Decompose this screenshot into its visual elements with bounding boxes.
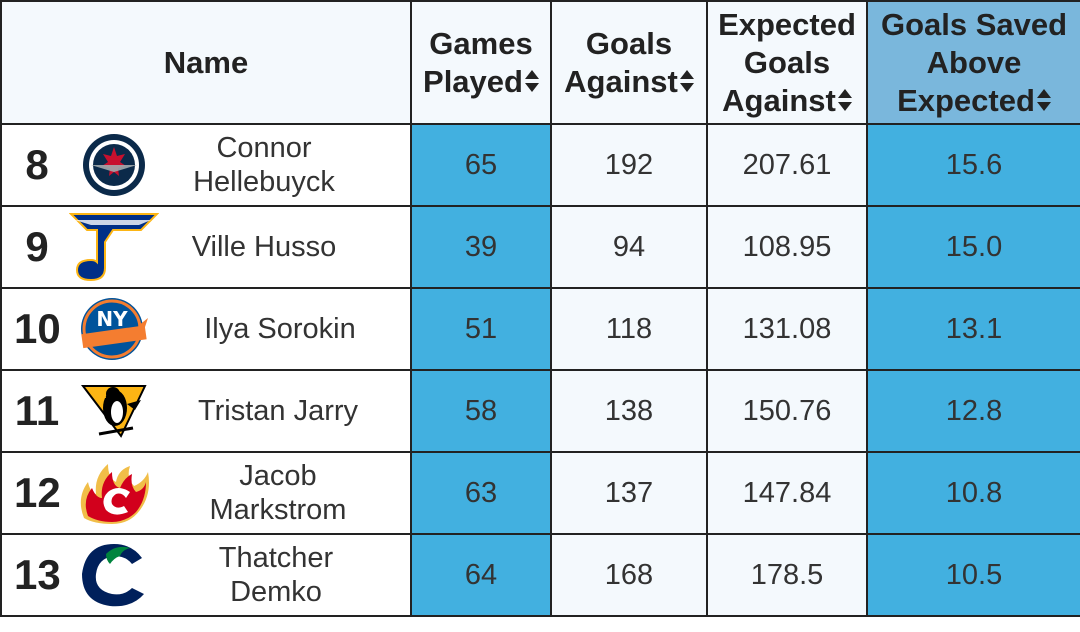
rank: 12	[14, 469, 61, 516]
goals-against-cell: 137	[550, 451, 708, 535]
sort-icon[interactable]	[1036, 88, 1051, 112]
table-row: 13 Thatcher Demko 64	[0, 533, 1080, 617]
rank: 8	[25, 141, 49, 188]
player-name: Thatcher Demko	[218, 542, 334, 608]
goals-against-header[interactable]: Goals Against	[550, 0, 708, 125]
games-played-cell: 58	[410, 369, 552, 453]
games-played-cell: 63	[410, 451, 552, 535]
gsax-header[interactable]: Goals Saved Above Expected	[866, 0, 1080, 125]
expected-goals-against-cell: 131.08	[706, 287, 868, 371]
header-row: Name Games Played Goals Against Expected…	[0, 0, 1080, 125]
new-york-islanders-logo-icon: NY	[64, 289, 164, 369]
sort-icon[interactable]	[837, 88, 852, 112]
expected-goals-against-cell: 207.61	[706, 123, 868, 207]
gsax-cell: 10.5	[866, 533, 1080, 617]
table-row: 8 Connor Hellebuyck	[0, 123, 1080, 207]
pittsburgh-penguins-logo-icon	[64, 371, 164, 451]
gsax-cell: 15.0	[866, 205, 1080, 289]
games-played-cell: 64	[410, 533, 552, 617]
name-cell: 12 Jacob Markstrom	[0, 451, 412, 535]
rank: 13	[14, 551, 61, 598]
player-name: Connor Hellebuyck	[193, 132, 335, 198]
gsax-cell: 13.1	[866, 287, 1080, 371]
st-louis-blues-logo-icon	[64, 207, 164, 287]
rank: 10	[14, 305, 61, 352]
table-row: 10 NY Ilya Sorokin 51	[0, 287, 1080, 371]
sort-icon[interactable]	[679, 69, 694, 93]
sort-icon[interactable]	[524, 69, 539, 93]
expected-goals-against-cell: 147.84	[706, 451, 868, 535]
name-cell: 11 Tristan Jarry	[0, 369, 412, 453]
calgary-flames-logo-icon	[64, 453, 164, 533]
expected-goals-against-cell: 150.76	[706, 369, 868, 453]
vancouver-canucks-logo-icon	[64, 535, 164, 615]
svg-text:NY: NY	[96, 307, 128, 331]
goals-against-cell: 118	[550, 287, 708, 371]
rank: 9	[25, 223, 49, 270]
games-played-cell: 39	[410, 205, 552, 289]
gsax-cell: 10.8	[866, 451, 1080, 535]
table-row: 12 Jacob Markstrom 63 137 1	[0, 451, 1080, 535]
expected-goals-against-header[interactable]: Expected Goals Against	[706, 0, 868, 125]
games-played-header[interactable]: Games Played	[410, 0, 552, 125]
winnipeg-jets-logo-icon	[64, 125, 164, 205]
table-row: 11 Tristan Jarry	[0, 369, 1080, 453]
player-name: Jacob Markstrom	[209, 460, 347, 526]
player-name: Ilya Sorokin	[204, 313, 356, 345]
player-name: Ville Husso	[191, 231, 337, 263]
games-played-cell: 51	[410, 287, 552, 371]
name-cell: 13 Thatcher Demko	[0, 533, 412, 617]
goals-against-cell: 138	[550, 369, 708, 453]
name-cell: 8 Connor Hellebuyck	[0, 123, 412, 207]
name-header[interactable]: Name	[0, 0, 412, 125]
table-row: 9 Ville Husso 39 94 108.95 15.0	[0, 205, 1080, 289]
gsax-cell: 15.6	[866, 123, 1080, 207]
goals-against-cell: 168	[550, 533, 708, 617]
rank: 11	[14, 387, 60, 434]
goals-against-cell: 94	[550, 205, 708, 289]
gsax-cell: 12.8	[866, 369, 1080, 453]
expected-goals-against-cell: 108.95	[706, 205, 868, 289]
name-cell: 10 NY Ilya Sorokin	[0, 287, 412, 371]
games-played-cell: 65	[410, 123, 552, 207]
expected-goals-against-cell: 178.5	[706, 533, 868, 617]
player-name: Tristan Jarry	[197, 395, 359, 427]
goalie-stats-table: Name Games Played Goals Against Expected…	[0, 0, 1080, 617]
goals-against-cell: 192	[550, 123, 708, 207]
name-cell: 9 Ville Husso	[0, 205, 412, 289]
